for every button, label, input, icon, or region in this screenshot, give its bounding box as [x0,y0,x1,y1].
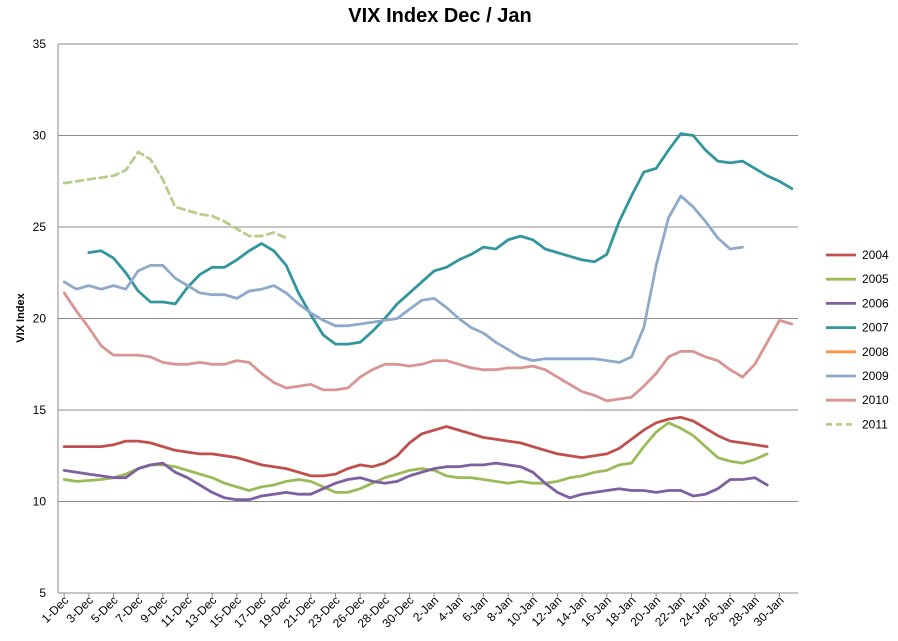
series-line-2010 [62,291,794,403]
series-line-2006 [62,461,769,502]
axes [57,44,798,594]
legend-label-2006: 2006 [862,296,889,310]
series-line-2007 [87,132,794,346]
legend-label-2010: 2010 [862,393,889,407]
x-tick-label: 2-Jan [410,593,441,624]
y-tick-label: 15 [33,403,47,417]
chart-title: VIX Index Dec / Jan [348,5,531,27]
series-line-2009 [62,194,744,364]
legend-label-2007: 2007 [862,321,889,335]
y-axis-ticks: 5 10 15 20 25 30 35 [33,37,47,600]
y-axis-label: VIX Index [15,292,27,342]
x-axis-ticks: 1-Dec3-Dec5-Dec7-Dec9-Dec11-Dec13-Dec15-… [39,593,787,630]
legend-label-2011: 2011 [862,417,888,431]
y-tick-label: 35 [33,37,47,51]
series-line-2011 [62,150,288,240]
legend-label-2004: 2004 [862,248,889,262]
y-tick-label: 5 [39,586,46,600]
series-line-2005 [62,421,769,494]
series-lines [62,132,794,502]
y-tick-label: 25 [33,220,47,234]
legend-label-2005: 2005 [862,272,889,286]
legend-label-2009: 2009 [862,369,889,383]
x-tick-label: 5-Dec [88,593,121,626]
gridlines [58,43,798,502]
x-tick-label: 4-Jan [435,593,466,624]
y-tick-label: 10 [33,495,47,509]
x-tick-label: 6-Jan [459,593,490,624]
legend-label-2008: 2008 [862,345,889,359]
y-tick-label: 20 [33,312,47,326]
x-tick-label: 7-Dec [113,593,146,626]
x-tick-label: 3-Dec [63,593,96,626]
series-line-2004 [62,415,769,478]
y-tick-label: 30 [33,129,47,143]
legend: 2004 2005 2006 2007 2008 2009 2010 2011 [826,248,889,431]
